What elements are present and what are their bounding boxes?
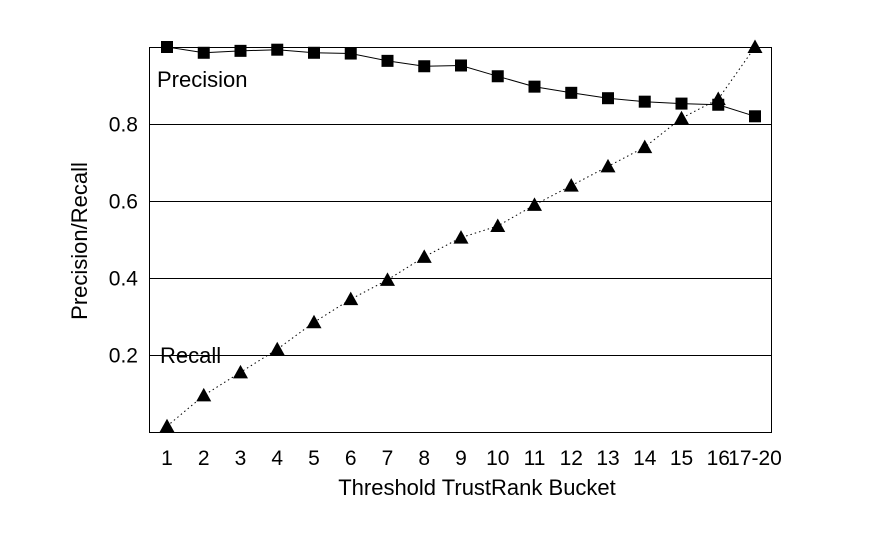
- data-point-precision: [491, 70, 504, 83]
- plot-frame: [149, 47, 772, 433]
- y-tick-label: 0.4: [109, 268, 139, 291]
- data-point-recall: [269, 341, 285, 356]
- data-point-precision: [344, 47, 357, 60]
- data-point-precision: [308, 46, 320, 59]
- data-point-precision: [749, 110, 761, 123]
- data-point-recall: [159, 418, 175, 433]
- series-recall: [159, 39, 763, 433]
- series-line-precision: [166, 46, 756, 117]
- x-axis-title: Threshold TrustRank Bucket: [338, 475, 616, 500]
- data-point-precision: [234, 44, 247, 57]
- x-tick-label: 12: [560, 447, 583, 470]
- data-point-recall: [747, 39, 763, 53]
- data-point-recall: [637, 139, 653, 154]
- data-point-recall: [453, 230, 469, 244]
- x-tick-label: 10: [486, 447, 509, 470]
- data-point-recall: [306, 314, 322, 329]
- data-point-precision: [381, 54, 394, 67]
- data-point-precision: [565, 86, 578, 99]
- x-tick-label: 13: [596, 447, 619, 470]
- grid-lines: [150, 124, 771, 356]
- x-tick-label: 2: [198, 447, 210, 470]
- x-tick-label: 4: [271, 447, 283, 470]
- data-point-recall: [674, 110, 689, 125]
- data-point-precision: [418, 60, 431, 73]
- x-tick-label: 14: [633, 447, 657, 470]
- data-point-precision: [271, 43, 284, 56]
- x-tick-label: 1: [161, 447, 173, 470]
- x-tick-label: 3: [235, 447, 247, 470]
- data-point-precision: [528, 80, 541, 93]
- x-tick-label: 15: [670, 447, 693, 470]
- data-point-recall: [196, 387, 212, 402]
- x-tick-label: 6: [345, 447, 357, 470]
- data-point-recall: [490, 218, 506, 233]
- data-point-precision: [638, 95, 651, 108]
- series-label-recall: Recall: [160, 343, 221, 368]
- x-tick-label: 11: [524, 447, 546, 470]
- x-tick-label: 8: [418, 447, 430, 470]
- x-tick-label: 16: [707, 447, 730, 470]
- data-point-precision: [602, 92, 614, 105]
- data-point-precision: [455, 59, 467, 72]
- y-axis-ticks: 0.2 0.4 0.6 0.8: [109, 114, 139, 368]
- x-tick-label: 7: [382, 447, 394, 470]
- series-label-precision: Precision: [157, 67, 247, 92]
- data-point-recall: [710, 91, 726, 105]
- y-tick-label: 0.2: [109, 345, 138, 368]
- x-tick-label: 5: [308, 447, 320, 470]
- x-tick-label: 9: [455, 447, 467, 470]
- series-precision: [161, 41, 761, 123]
- data-point-recall: [380, 272, 395, 286]
- data-point-recall: [563, 178, 579, 192]
- data-point-precision: [675, 97, 688, 110]
- data-point-precision: [161, 41, 173, 53]
- y-tick-label: 0.6: [109, 191, 138, 214]
- data-point-recall: [343, 291, 359, 306]
- data-point-recall: [527, 197, 542, 211]
- data-point-recall: [416, 249, 432, 263]
- data-point-precision: [197, 46, 210, 59]
- y-axis-title: Precision/Recall: [67, 162, 92, 320]
- data-point-recall: [600, 158, 616, 173]
- series-layer: [159, 39, 763, 433]
- x-tick-label: 17-20: [728, 447, 782, 470]
- data-point-recall: [233, 364, 248, 379]
- y-tick-label: 0.8: [109, 114, 138, 137]
